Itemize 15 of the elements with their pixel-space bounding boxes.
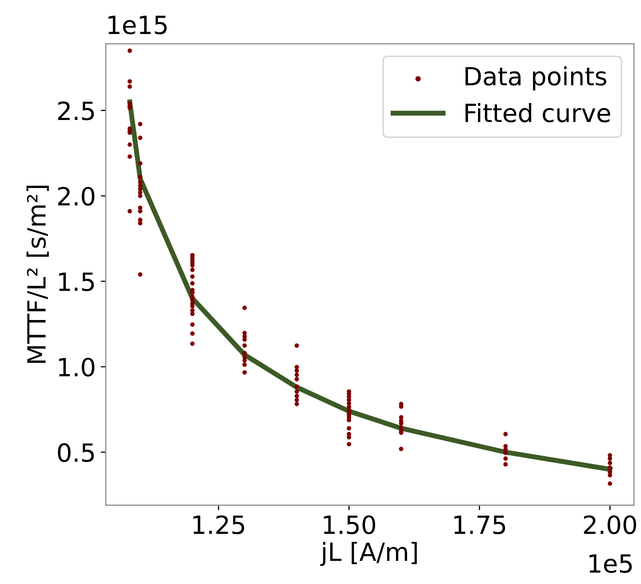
x-tick-label: 2.00 xyxy=(584,515,636,534)
y-axis-title: MTTF/L² [s/m²] xyxy=(26,186,49,363)
x-tick-label: 1.75 xyxy=(454,516,506,534)
x-axis-title: jL [A/m] xyxy=(320,542,417,566)
text: 1e15 xyxy=(108,16,167,34)
y-tick-label: 2.5 xyxy=(58,101,94,120)
legend-label: Fitted curve xyxy=(466,102,610,122)
x-tick-label: 1.25 xyxy=(193,515,244,534)
y-tick-label: 0.5 xyxy=(58,443,94,462)
y-tick-label: 1.0 xyxy=(59,358,94,377)
legend-label: Data points xyxy=(466,66,606,90)
x-tick-label: 1.50 xyxy=(324,515,376,534)
text: 1e5 xyxy=(590,554,632,573)
y-tick-label: 1.5 xyxy=(59,272,94,292)
y-tick-label: 2.0 xyxy=(58,186,94,206)
